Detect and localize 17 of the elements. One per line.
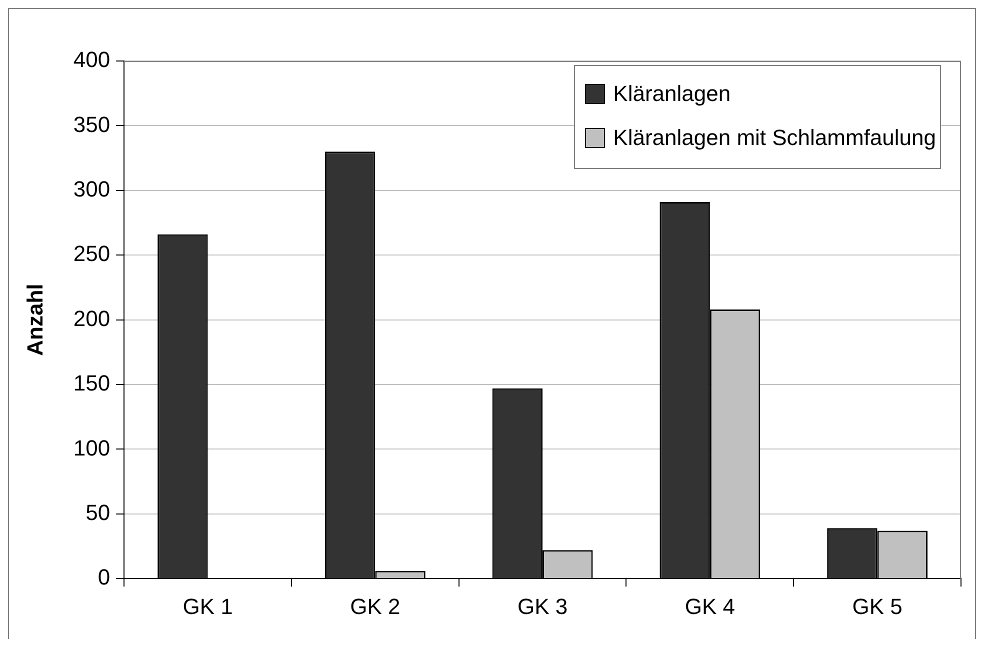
y-tick-label: 250	[73, 241, 110, 266]
y-tick-label: 150	[73, 370, 110, 396]
y-tick-label: 400	[73, 47, 110, 72]
legend-label: Kläranlagen mit Schlammfaulung	[613, 125, 936, 151]
y-axis-title: Anzahl	[22, 284, 48, 356]
y-tick-label: 0	[98, 564, 110, 590]
legend-label: Kläranlagen	[613, 81, 731, 107]
x-tick-label: GK 2	[350, 594, 400, 619]
y-tick-label: 200	[73, 306, 110, 331]
x-tick-label: GK 3	[517, 594, 568, 619]
x-tick-label: GK 1	[182, 594, 233, 619]
y-tick-label: 100	[73, 435, 110, 460]
y-tick-label: 300	[73, 176, 110, 202]
x-tick-label: GK 4	[684, 594, 735, 619]
x-tick-label: GK 5	[852, 594, 902, 619]
y-tick-label: 350	[73, 112, 110, 137]
y-tick-label: 50	[86, 500, 110, 525]
